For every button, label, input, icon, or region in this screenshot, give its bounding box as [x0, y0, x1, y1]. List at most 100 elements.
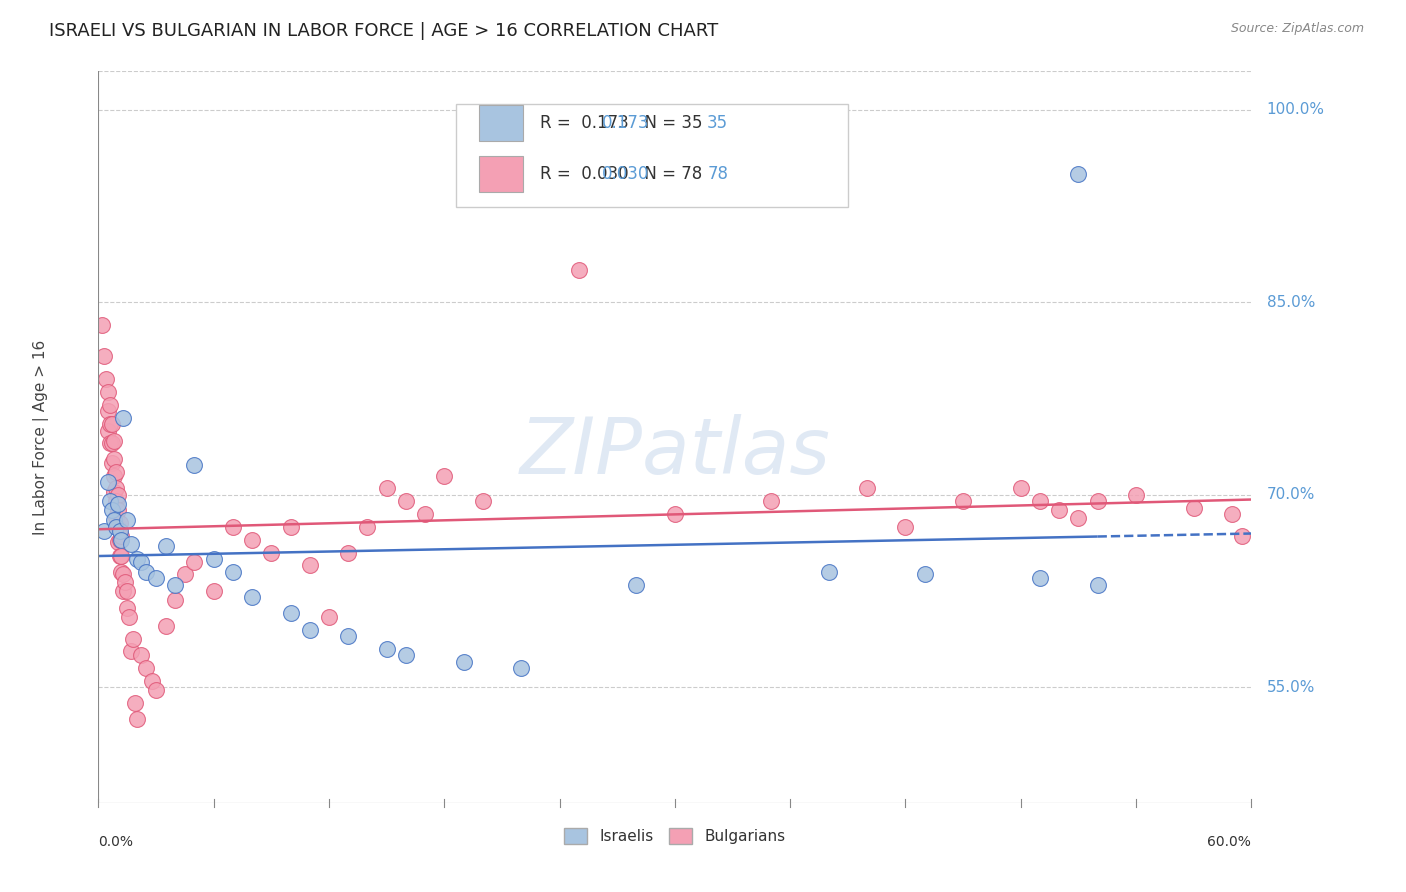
Point	[1220, 507, 1243, 521]
Point	[101, 456, 124, 470]
Point	[337, 545, 360, 559]
Point	[104, 465, 127, 479]
Bar	[479, 104, 523, 141]
Text: R =  0.030   N = 78: R = 0.030 N = 78	[540, 165, 702, 183]
Text: 35: 35	[707, 114, 728, 132]
Point	[117, 600, 139, 615]
Point	[356, 520, 378, 534]
Point	[110, 529, 132, 543]
Point	[1029, 571, 1052, 585]
Point	[98, 436, 121, 450]
Point	[101, 436, 124, 450]
Point	[97, 424, 120, 438]
Text: ISRAELI VS BULGARIAN IN LABOR FORCE | AGE > 16 CORRELATION CHART: ISRAELI VS BULGARIAN IN LABOR FORCE | AG…	[49, 22, 718, 40]
Text: 100.0%: 100.0%	[1267, 103, 1324, 118]
Point	[1087, 577, 1109, 591]
Text: Source: ZipAtlas.com: Source: ZipAtlas.com	[1230, 22, 1364, 36]
Text: 85.0%: 85.0%	[1267, 295, 1315, 310]
Point	[856, 482, 879, 496]
Point	[93, 349, 115, 363]
Point	[112, 410, 135, 425]
Point	[471, 494, 494, 508]
Point	[91, 318, 114, 333]
Point	[110, 549, 132, 564]
Point	[112, 567, 135, 582]
Point	[174, 567, 197, 582]
FancyBboxPatch shape	[456, 104, 848, 207]
Point	[183, 555, 205, 569]
Point	[98, 417, 121, 432]
Point	[101, 503, 124, 517]
Text: 0.030: 0.030	[602, 165, 650, 183]
Point	[568, 263, 591, 277]
Point	[433, 468, 456, 483]
Point	[510, 661, 533, 675]
Point	[107, 488, 129, 502]
Point	[125, 552, 148, 566]
Point	[104, 509, 127, 524]
Point	[129, 555, 152, 569]
Point	[107, 535, 129, 549]
Point	[1087, 494, 1109, 508]
Point	[202, 584, 225, 599]
Text: 0.173: 0.173	[602, 114, 650, 132]
Point	[894, 520, 917, 534]
Text: ZIPatlas: ZIPatlas	[519, 414, 831, 490]
Point	[280, 520, 302, 534]
Point	[183, 458, 205, 473]
Point	[97, 385, 120, 400]
Legend: Israelis, Bulgarians: Israelis, Bulgarians	[558, 822, 792, 850]
Point	[626, 577, 648, 591]
Point	[120, 536, 142, 550]
Point	[124, 696, 146, 710]
Point	[108, 533, 131, 547]
Point	[122, 632, 145, 646]
Point	[145, 571, 167, 585]
Point	[135, 661, 157, 675]
Text: In Labor Force | Age > 16: In Labor Force | Age > 16	[32, 340, 49, 534]
Point	[125, 712, 148, 726]
Point	[759, 494, 782, 508]
Point	[107, 503, 129, 517]
Point	[222, 565, 245, 579]
Point	[298, 623, 321, 637]
Point	[110, 565, 132, 579]
Text: 0.0%: 0.0%	[98, 835, 134, 849]
Point	[98, 398, 121, 412]
Point	[103, 485, 125, 500]
Point	[1010, 482, 1032, 496]
Point	[318, 609, 340, 624]
Point	[155, 539, 177, 553]
Text: 70.0%: 70.0%	[1267, 487, 1315, 502]
Point	[240, 533, 263, 547]
Point	[108, 549, 131, 564]
Point	[103, 468, 125, 483]
Point	[1047, 503, 1070, 517]
Point	[165, 593, 187, 607]
Point	[240, 591, 263, 605]
Point	[165, 577, 187, 591]
Point	[202, 552, 225, 566]
Point	[395, 494, 418, 508]
Point	[298, 558, 321, 573]
Text: 55.0%: 55.0%	[1267, 680, 1315, 695]
Text: 60.0%: 60.0%	[1208, 835, 1251, 849]
Point	[1230, 529, 1253, 543]
Point	[101, 417, 124, 432]
Point	[413, 507, 436, 521]
Point	[118, 609, 141, 624]
Point	[337, 629, 360, 643]
Point	[1029, 494, 1052, 508]
Point	[1125, 488, 1147, 502]
Point	[952, 494, 974, 508]
Point	[1067, 511, 1090, 525]
Point	[110, 533, 132, 547]
Point	[112, 584, 135, 599]
Point	[280, 606, 302, 620]
Point	[222, 520, 245, 534]
Point	[98, 494, 121, 508]
Point	[817, 565, 839, 579]
Point	[375, 482, 398, 496]
Point	[107, 520, 129, 534]
Text: 78: 78	[707, 165, 728, 183]
